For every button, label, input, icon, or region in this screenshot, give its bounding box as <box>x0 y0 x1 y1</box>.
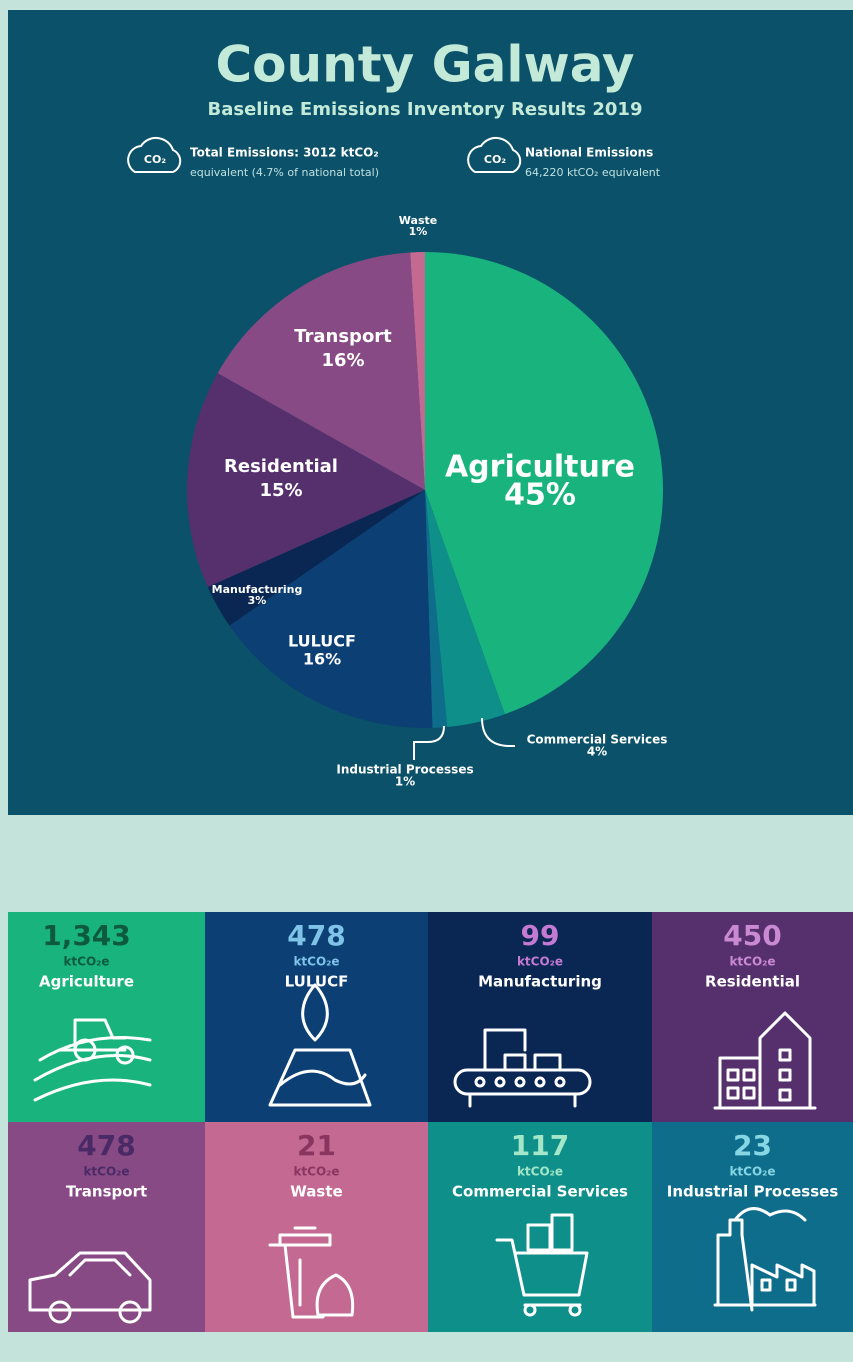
tile-unit: ktCO₂e <box>63 955 109 969</box>
tile-unit: ktCO₂e <box>293 955 339 969</box>
slice-value: 1% <box>395 775 415 789</box>
slice-value: 16% <box>321 350 364 371</box>
tile-unit: ktCO₂e <box>517 1165 563 1179</box>
slice-value: 4% <box>587 745 607 759</box>
tile-name: Transport <box>66 1183 147 1201</box>
slice-label: LULUCF <box>288 632 356 651</box>
slice-value: 16% <box>303 650 341 669</box>
icons <box>28 983 817 1324</box>
slice-value: 45% <box>504 478 576 513</box>
tile-name: Waste <box>290 1183 342 1201</box>
slice-value: 1% <box>409 225 428 238</box>
slice-label: Transport <box>294 326 392 347</box>
title: County Galway <box>215 36 634 94</box>
pie-slice <box>425 490 448 728</box>
tile-name: Residential <box>705 973 800 991</box>
stat-line: Total Emissions: 3012 ktCO₂ <box>190 146 379 160</box>
pie-slice <box>187 373 425 588</box>
tile-name: Industrial Processes <box>667 1183 839 1201</box>
tile <box>8 912 205 1122</box>
stat-icons <box>127 136 522 173</box>
tile <box>428 1122 652 1332</box>
tile-value: 478 <box>77 1129 135 1162</box>
icon-label: CO₂ <box>484 153 506 166</box>
leader-lines <box>413 717 515 760</box>
tile-unit: ktCO₂e <box>729 955 775 969</box>
tile-unit: ktCO₂e <box>83 1165 129 1179</box>
pie-slice <box>425 490 505 727</box>
tile-value: 99 <box>521 919 560 952</box>
pie-slice <box>217 252 425 490</box>
tile-unit: ktCO₂e <box>293 1165 339 1179</box>
tile-value: 1,343 <box>42 919 131 952</box>
tile-unit: ktCO₂e <box>517 955 563 969</box>
stat-line: equivalent (4.7% of national total) <box>190 166 379 179</box>
icon-label: CO₂ <box>144 153 166 166</box>
pie-slice <box>207 490 425 626</box>
slice-label: Commercial Services <box>527 733 668 747</box>
slice-value: 15% <box>259 480 302 501</box>
slice-label: Agriculture <box>445 450 635 485</box>
slice-label: Manufacturing <box>212 583 303 596</box>
slice-label: Residential <box>224 456 338 477</box>
slice-value: 3% <box>248 594 267 607</box>
tile-name: Commercial Services <box>452 1183 628 1201</box>
tile-unit: ktCO₂e <box>729 1165 775 1179</box>
pie-slice <box>425 252 664 715</box>
tile <box>8 1122 205 1332</box>
tile-name: Manufacturing <box>478 973 602 991</box>
tile-value: 23 <box>733 1129 772 1162</box>
pie-slice <box>410 252 425 490</box>
tile-value: 450 <box>723 919 781 952</box>
slice-label: Industrial Processes <box>336 763 473 777</box>
tile-name: Agriculture <box>39 973 134 991</box>
tile-value: 117 <box>511 1129 569 1162</box>
tile-value: 478 <box>287 919 345 952</box>
stat-line: National Emissions <box>525 146 653 160</box>
stat-line: 64,220 ktCO₂ equivalent <box>525 166 661 179</box>
tile-name: LULUCF <box>285 973 349 991</box>
pie-slice <box>229 490 433 728</box>
slice-label: Waste <box>399 214 437 227</box>
tile-value: 21 <box>297 1129 336 1162</box>
subtitle: Baseline Emissions Inventory Results 201… <box>208 99 643 120</box>
tile <box>205 912 428 1122</box>
